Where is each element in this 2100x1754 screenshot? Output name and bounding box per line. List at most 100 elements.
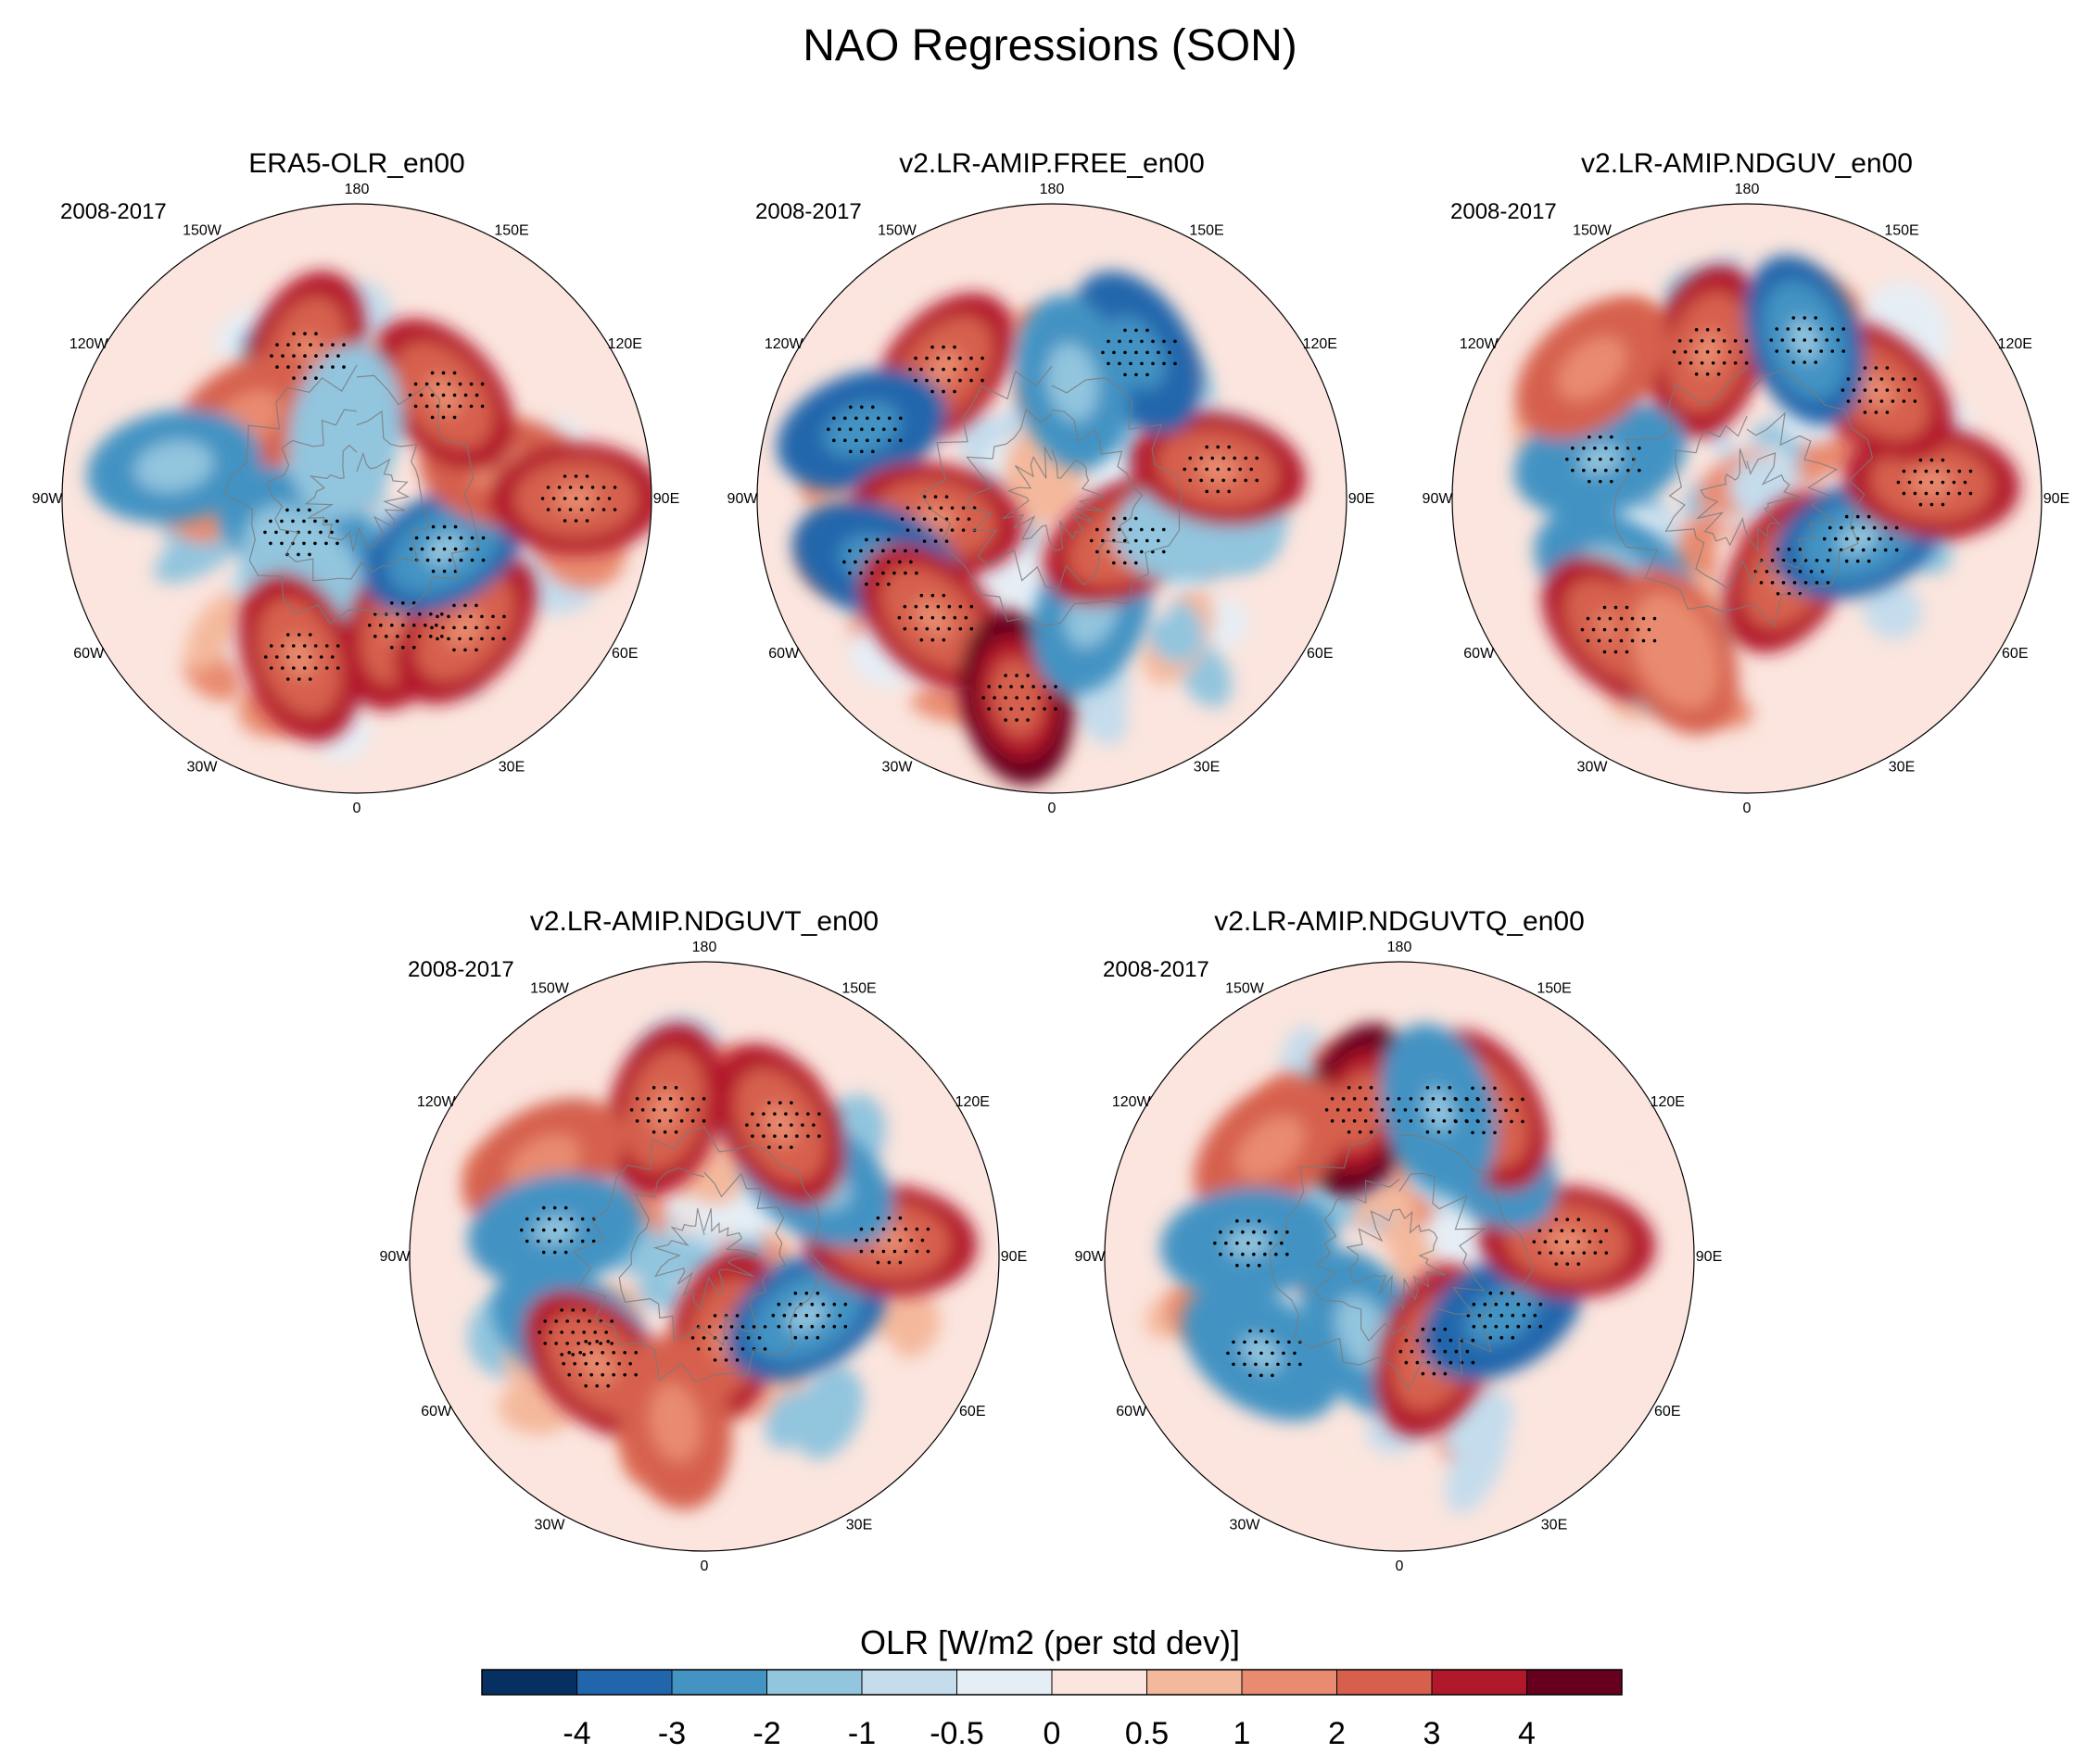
significance-dot	[767, 1145, 771, 1149]
significance-dot	[1161, 549, 1166, 554]
significance-dot	[1263, 1230, 1267, 1234]
significance-dot	[1913, 377, 1917, 381]
significance-dot	[1850, 548, 1854, 552]
significance-dot	[579, 486, 584, 489]
significance-dot	[1443, 1327, 1448, 1331]
significance-dot	[897, 615, 902, 620]
anomaly-center	[1057, 360, 1087, 405]
significance-dot	[1020, 685, 1024, 688]
significance-dot	[810, 1302, 815, 1306]
significance-dot	[595, 1362, 599, 1366]
significance-dot	[1226, 1351, 1230, 1356]
significance-dot	[881, 1227, 886, 1231]
significance-dot	[1031, 685, 1035, 688]
significance-dot	[1866, 559, 1871, 563]
significance-dot	[560, 1353, 563, 1357]
significance-dot	[1828, 525, 1832, 530]
significance-dot	[1161, 527, 1166, 532]
significance-dot	[887, 582, 891, 587]
significance-dot	[859, 1227, 864, 1231]
significance-dot	[756, 1123, 760, 1127]
significance-dot	[871, 449, 875, 454]
longitude-label: 120E	[955, 1094, 990, 1110]
significance-dot	[877, 416, 880, 421]
significance-dot	[870, 1249, 875, 1254]
significance-dot	[1866, 514, 1871, 519]
significance-dot	[1431, 1097, 1436, 1101]
significance-dot	[860, 405, 864, 410]
significance-dot	[795, 1134, 799, 1138]
significance-dot	[674, 1108, 678, 1112]
colorbar-swatch	[482, 1670, 577, 1695]
longitude-label: 60W	[1463, 646, 1495, 662]
significance-dot	[936, 356, 940, 360]
significance-dot	[1638, 446, 1641, 450]
longitude-label: 150W	[1225, 981, 1265, 997]
significance-dot	[453, 547, 458, 551]
significance-dot	[634, 1373, 638, 1377]
significance-dot	[1107, 339, 1110, 344]
significance-dot	[1421, 1349, 1425, 1354]
significance-dot	[832, 438, 836, 443]
significance-dot	[552, 1250, 557, 1255]
significance-dot	[1576, 1218, 1581, 1221]
significance-dot	[1672, 350, 1676, 354]
significance-dot	[571, 1331, 575, 1334]
significance-dot	[1054, 707, 1057, 711]
significance-dot	[406, 634, 411, 638]
significance-dot	[936, 378, 940, 383]
significance-dot	[425, 536, 430, 540]
significance-dot	[690, 1119, 695, 1123]
significance-dot	[1798, 569, 1803, 574]
significance-dot	[1803, 360, 1807, 364]
significance-dot	[309, 343, 312, 347]
significance-dot	[436, 558, 441, 562]
significance-dot	[950, 528, 955, 532]
significance-dot	[1493, 1108, 1497, 1113]
significance-dot	[590, 486, 595, 489]
significance-dot	[585, 519, 589, 523]
significance-dot	[987, 707, 991, 711]
significance-dot	[480, 614, 484, 619]
significance-dot	[1538, 1324, 1543, 1329]
significance-dot	[804, 1291, 809, 1295]
significance-dot	[308, 655, 312, 659]
significance-dot	[395, 634, 399, 638]
significance-dot	[942, 345, 945, 349]
polar-map: 180 150E 120E 90E 60E 30E 0 30W 60W 90W 120W 150W	[32, 182, 679, 816]
panel-period: 2008-2017	[755, 199, 862, 224]
significance-dot	[843, 416, 847, 421]
significance-dot	[1610, 457, 1613, 461]
significance-dot	[1453, 1097, 1458, 1101]
significance-dot	[1861, 548, 1866, 552]
significance-dot	[588, 1319, 591, 1323]
significance-dot	[1233, 478, 1237, 483]
significance-dot	[436, 536, 441, 540]
significance-dot	[1499, 1335, 1504, 1340]
longitude-label: 150W	[878, 223, 917, 239]
significance-dot	[854, 438, 858, 443]
significance-dot	[1227, 489, 1232, 494]
significance-dot	[1420, 1097, 1424, 1101]
significance-dot	[1604, 1229, 1609, 1232]
significance-dot	[1133, 538, 1138, 543]
significance-dot	[409, 547, 413, 551]
significance-dot	[1781, 580, 1786, 585]
coastline	[573, 1126, 826, 1383]
significance-dot	[1511, 1313, 1515, 1318]
significance-dot	[1775, 327, 1779, 331]
significance-dot	[308, 677, 312, 681]
significance-dot	[269, 519, 272, 524]
significance-dot	[292, 354, 296, 358]
significance-dot	[771, 1313, 776, 1318]
significance-dot	[1243, 1340, 1246, 1344]
significance-dot	[1369, 1086, 1373, 1090]
significance-dot	[1538, 1302, 1543, 1306]
significance-dot	[1188, 456, 1193, 461]
significance-dot	[543, 1342, 547, 1345]
significance-dot	[335, 519, 339, 524]
significance-dot	[1265, 1340, 1269, 1344]
significance-dot	[1554, 1240, 1559, 1243]
significance-dot	[729, 1325, 734, 1329]
significance-dot	[1488, 1313, 1493, 1318]
